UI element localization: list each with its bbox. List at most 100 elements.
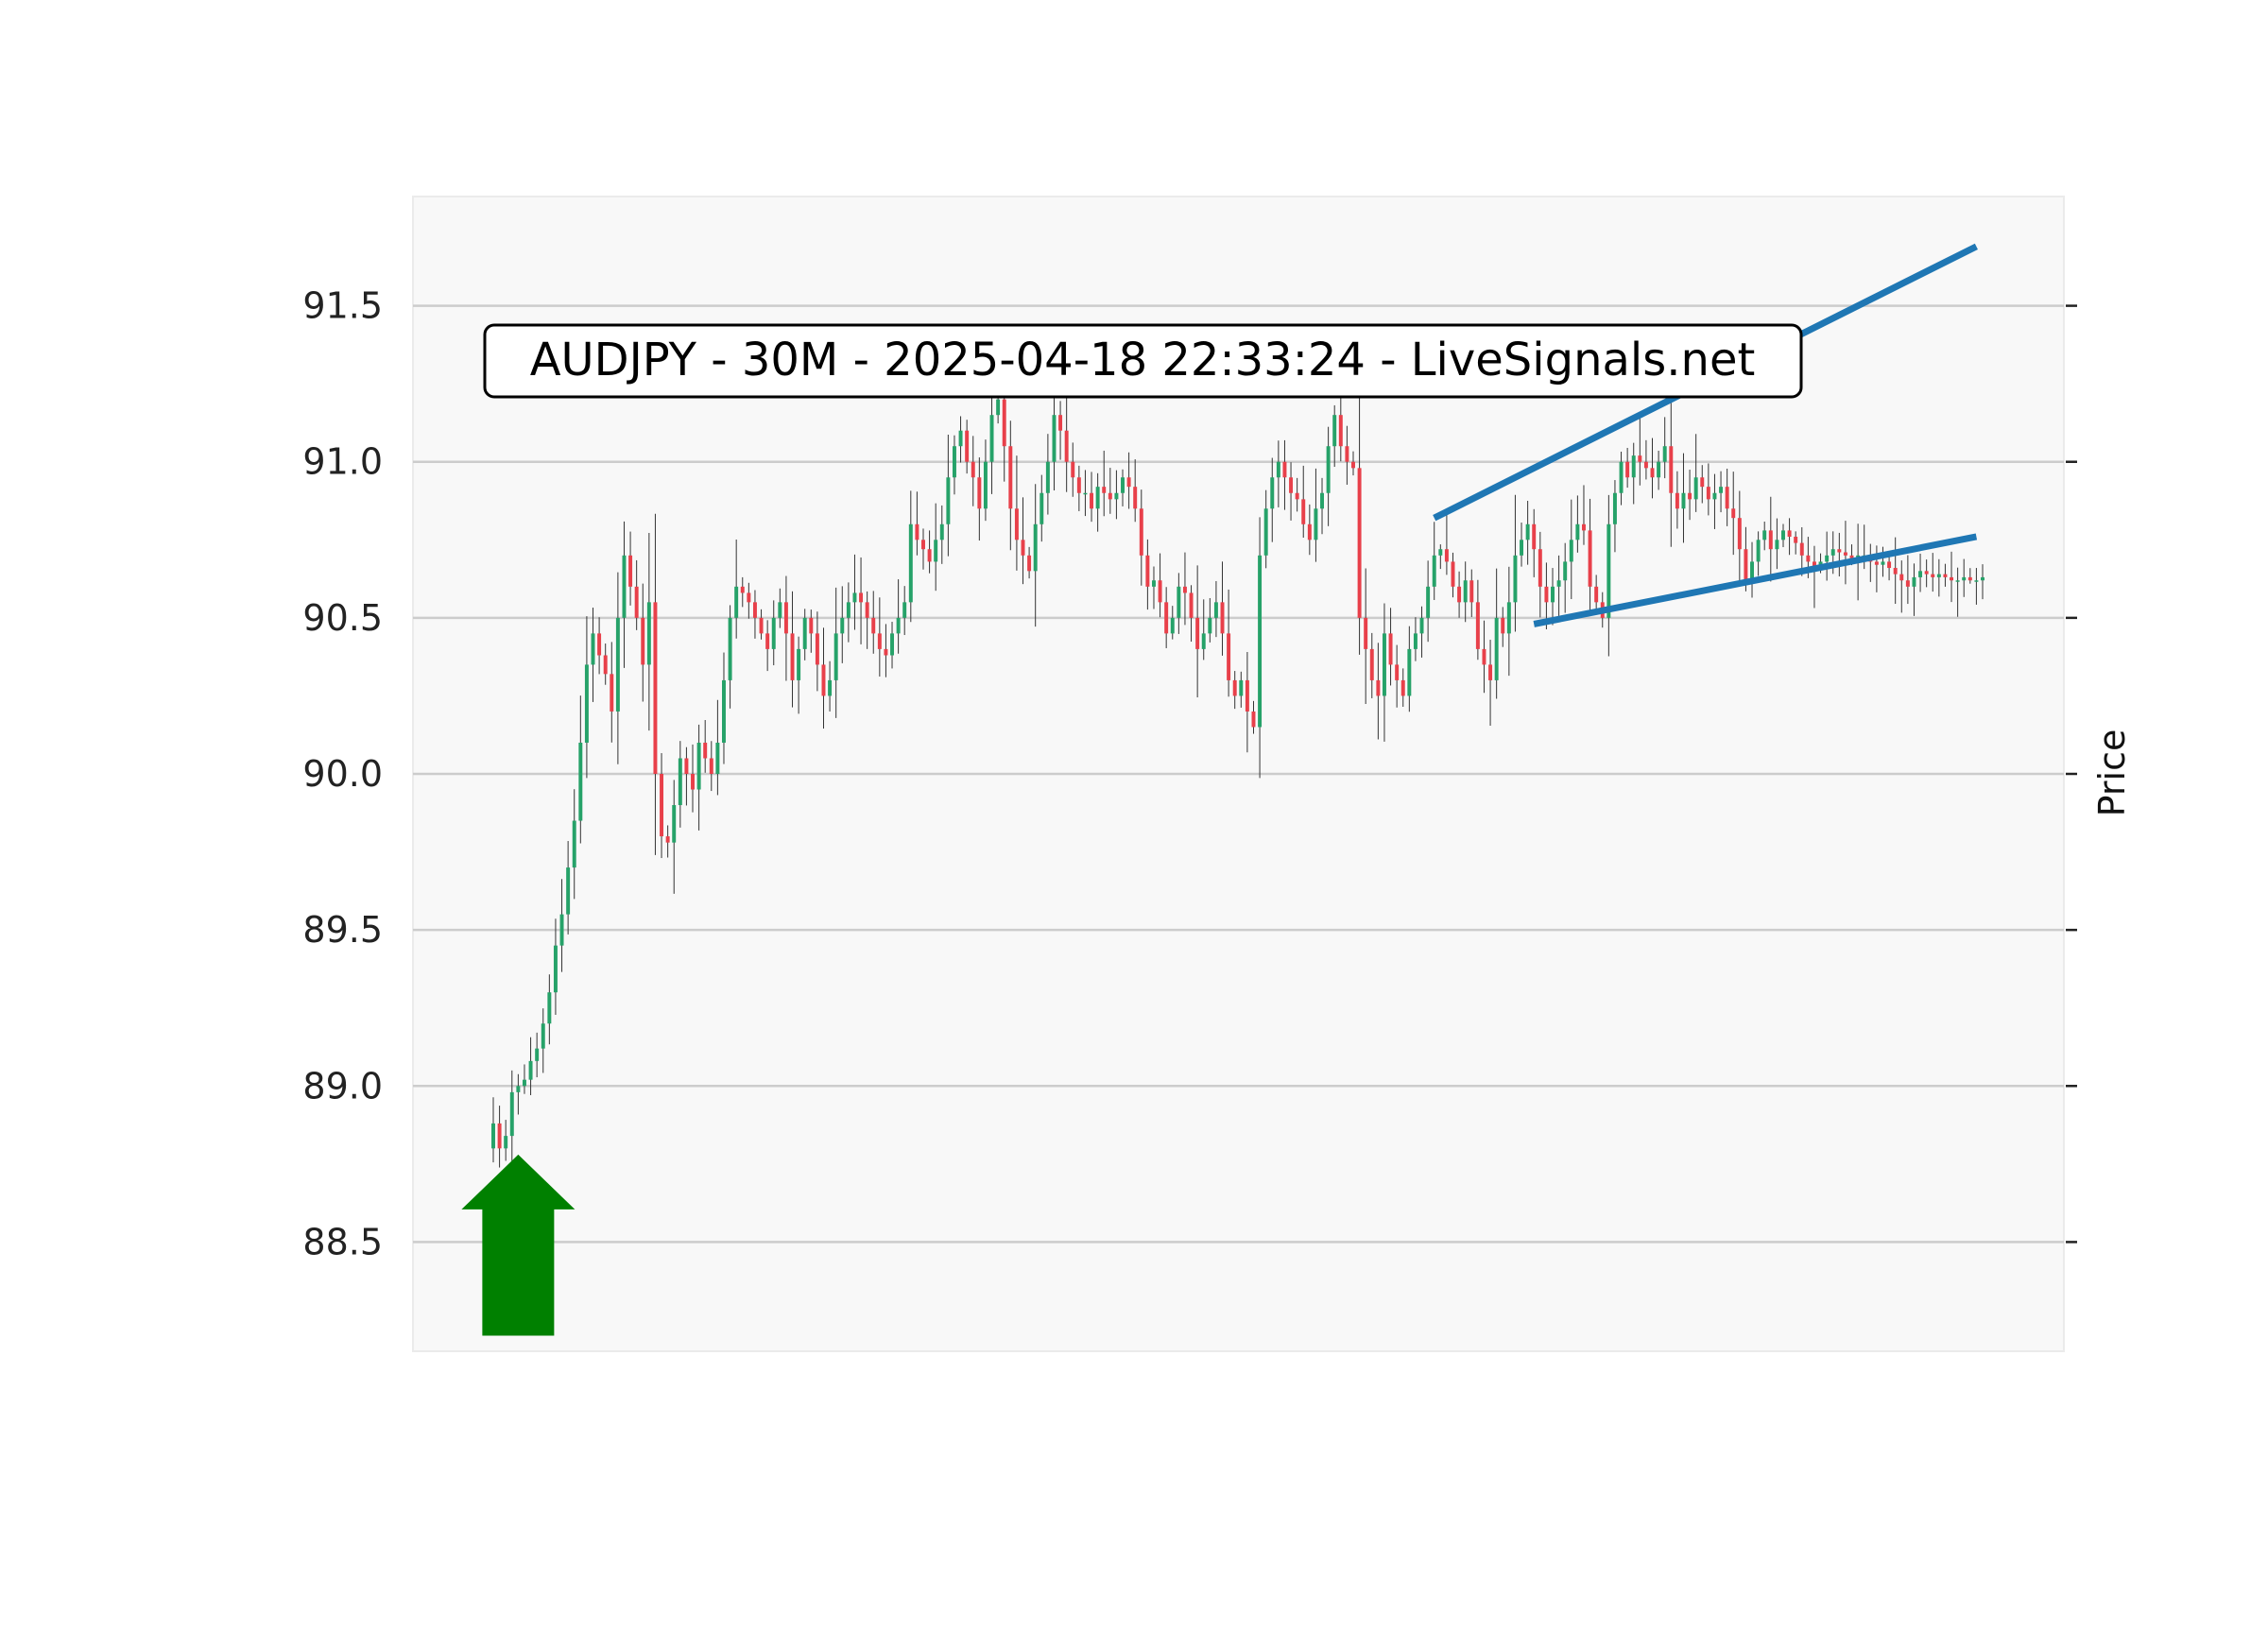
candle-up <box>1762 530 1767 540</box>
candle-up <box>1575 523 1580 540</box>
candle-up <box>1494 617 1499 680</box>
candle-up <box>1612 492 1617 524</box>
candle-up <box>1912 576 1916 587</box>
candle-up <box>890 633 895 656</box>
candle-down <box>1700 477 1705 488</box>
candle-up <box>1662 446 1667 462</box>
candle-up <box>1326 446 1331 493</box>
candle-up <box>1693 477 1698 500</box>
candle-up <box>559 914 564 946</box>
candle-up <box>908 523 913 603</box>
candle-up <box>1781 530 1785 540</box>
candle-down <box>1364 617 1368 649</box>
candle-up <box>1382 633 1386 696</box>
candle-down <box>1008 446 1013 509</box>
candle-down <box>684 758 689 774</box>
candle-down <box>1395 664 1400 680</box>
candle-up <box>584 664 589 743</box>
gridlines <box>413 304 2064 1244</box>
candle-down <box>1245 679 1249 712</box>
candle-up <box>535 1048 540 1061</box>
y-tick-label: 88.5 <box>302 1221 383 1262</box>
candle-up <box>1407 648 1412 696</box>
candle-down <box>759 617 764 634</box>
candle-up <box>572 820 576 868</box>
candle-down <box>1345 446 1349 462</box>
candle-up <box>802 617 807 649</box>
candle-up <box>1201 633 1206 649</box>
candle-up <box>958 430 963 447</box>
candle-down <box>1195 617 1200 649</box>
candle-up <box>566 867 571 915</box>
candle-down <box>703 742 708 759</box>
candle-up <box>1712 492 1717 500</box>
candle-up <box>1563 561 1568 581</box>
candle-down <box>1351 461 1355 469</box>
candle-up <box>522 1079 526 1087</box>
candle-up <box>728 617 732 680</box>
candle-down <box>1021 540 1025 556</box>
candle-up <box>1040 492 1044 524</box>
candle-down <box>915 523 919 540</box>
candle-up <box>715 742 720 774</box>
candle-down <box>1064 430 1069 462</box>
candle-up <box>1258 555 1263 728</box>
candle-down <box>1376 679 1381 696</box>
candle-up <box>852 592 857 603</box>
candle-up <box>1213 602 1218 618</box>
candle-down <box>660 774 664 837</box>
candle-down <box>1594 586 1599 603</box>
candle-up <box>591 633 595 665</box>
candle-down <box>1182 586 1187 593</box>
candle-down <box>1451 561 1455 587</box>
candle-down <box>1650 468 1655 478</box>
candle-up <box>578 742 583 821</box>
candle-down <box>665 836 670 843</box>
candle-up <box>1320 492 1324 509</box>
candle-down <box>1544 586 1549 603</box>
candle-up <box>1657 461 1661 478</box>
y-tick-label: 90.5 <box>302 597 383 639</box>
candle-down <box>1924 571 1929 575</box>
candle-up <box>1775 540 1779 550</box>
candle-down <box>1251 711 1256 728</box>
candle-down <box>1295 492 1299 500</box>
candle-down <box>971 461 975 478</box>
candle-up <box>797 648 801 680</box>
candle-down <box>1638 455 1642 462</box>
candle-up <box>1438 549 1443 556</box>
candle-down <box>1532 523 1537 550</box>
candle-up <box>1152 580 1156 587</box>
candle-down <box>1625 461 1630 478</box>
candle-up <box>1263 508 1268 556</box>
candle-up <box>989 415 994 462</box>
candle-up <box>902 602 907 618</box>
candle-up <box>1463 580 1468 603</box>
candle-down <box>740 586 745 593</box>
candle-up <box>1631 455 1636 478</box>
candle-down <box>1145 555 1150 587</box>
candle-up <box>509 1091 514 1137</box>
candle-up <box>722 679 726 743</box>
candle-down <box>1768 530 1773 550</box>
candle-down <box>1787 530 1792 537</box>
candle-up <box>541 1023 545 1049</box>
candle-down <box>1744 549 1748 581</box>
chart-title: AUDJPY - 30M - 2025-04-18 22:33:24 - Liv… <box>530 334 1756 386</box>
y-axis-label: Price <box>2091 729 2133 817</box>
candle-down <box>790 633 795 680</box>
candle-down <box>1444 549 1449 562</box>
candle-down <box>1158 580 1162 603</box>
candle-down <box>1950 576 1954 581</box>
candle-down <box>1887 561 1892 569</box>
y-axis-ticks: 88.5 89.0 89.5 90.0 90.5 91.0 91.5 <box>302 285 2077 1262</box>
chart-title-box: AUDJPY - 30M - 2025-04-18 22:33:24 - Liv… <box>483 323 1803 399</box>
candle-down <box>1289 477 1294 493</box>
candle-up <box>896 617 901 634</box>
candle-down <box>1482 648 1486 665</box>
candle-up <box>1270 477 1275 509</box>
candle-down <box>1849 555 1854 559</box>
candle-up <box>1314 508 1318 540</box>
candle-down <box>752 602 757 618</box>
candle-down <box>1688 492 1692 500</box>
